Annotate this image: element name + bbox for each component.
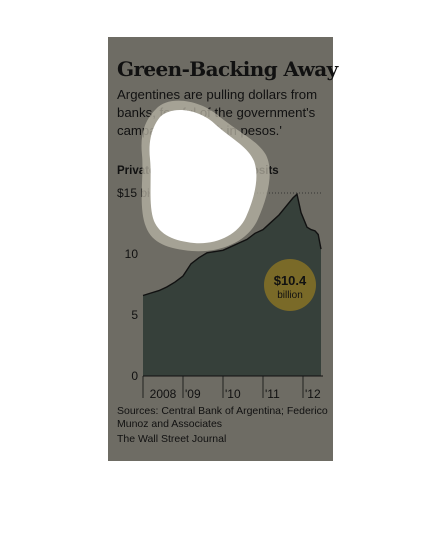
deposits-line — [142, 192, 322, 297]
x-tick-label: '11 — [265, 387, 280, 401]
chart-card: Green-Backing Away Argentines are pullin… — [108, 37, 338, 461]
x-tick-label: '12 — [305, 387, 321, 401]
annotation-unit: billion — [277, 290, 303, 301]
credit-line: The Wall Street Journal — [117, 433, 227, 445]
annotation-circle — [264, 259, 316, 311]
annotation-value: $10.4 — [274, 273, 307, 288]
x-tick-label: '09 — [185, 387, 201, 401]
chart-title: Green-Backing Away — [117, 57, 338, 81]
x-tick-label: '10 — [225, 387, 241, 401]
source-note: Sources: Central Bank of Argentina; Fede… — [117, 405, 328, 430]
y-tick-label: 0 — [131, 369, 138, 383]
deposits-area — [143, 194, 321, 376]
white-blob-shape — [141, 100, 270, 252]
chart-plot: $15 billion10502008'09'10'11'12$10.4bill… — [117, 186, 323, 401]
x-tick-label: 2008 — [150, 387, 177, 401]
y-tick-label: 5 — [131, 308, 138, 322]
y-tick-label: 10 — [125, 247, 139, 261]
